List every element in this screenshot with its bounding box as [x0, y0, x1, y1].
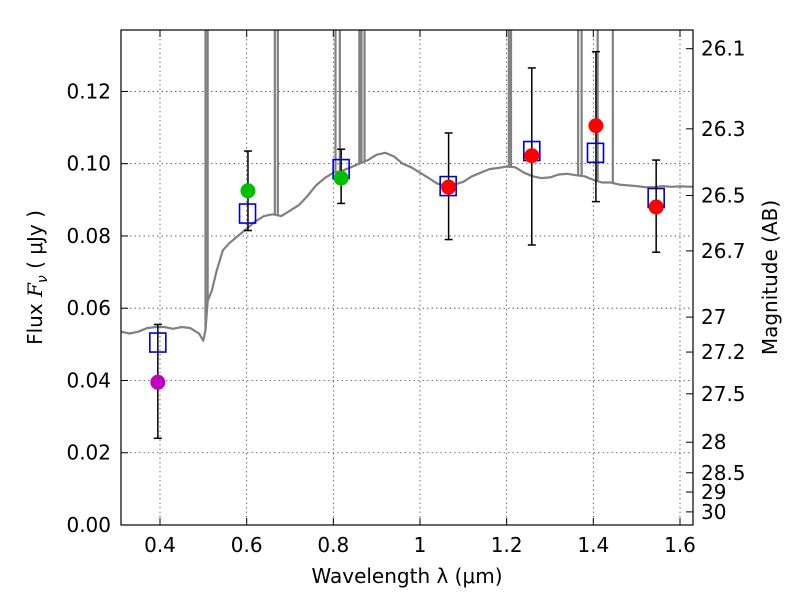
- y-tick-label: 0.06: [66, 296, 111, 320]
- observed-point-layer: [150, 118, 664, 390]
- magnitude-tick-label: 26.3: [701, 117, 746, 141]
- y-tick-label: 0.10: [66, 152, 111, 176]
- y-axis-title-prefix: Flux: [23, 297, 47, 345]
- model-square-marker: [238, 203, 257, 224]
- x-tick-label: 1: [414, 533, 427, 557]
- magnitude-tick-label: 28: [701, 430, 726, 454]
- observed-point: [240, 183, 256, 199]
- observed-point: [441, 179, 457, 195]
- tick-layer: 0.4 0.6 0.8 1 1.2 1.4 1.6 0.00 0.02 0.04 0.06 0.08 0…: [66, 30, 746, 557]
- y-tick-label: 0.02: [66, 441, 111, 465]
- observed-point: [150, 374, 166, 390]
- magnitude-tick-label: 26.1: [701, 37, 746, 61]
- magnitude-tick-label: 30: [701, 500, 726, 524]
- magnitude-axis-title: Magnitude (AB): [758, 200, 782, 355]
- plot-frame: [120, 29, 694, 526]
- magnitude-tick-label: 27: [701, 305, 726, 329]
- magnitude-tick-label: 27.5: [701, 382, 746, 406]
- spectrum-line: [121, 151, 693, 342]
- spectrum-layer: [121, 30, 693, 342]
- model-square-marker: [586, 142, 605, 164]
- observed-point: [648, 199, 664, 215]
- y-axis-title-subscript: ν: [35, 275, 51, 283]
- magnitude-tick-label: 28.5: [701, 461, 746, 485]
- grid: [121, 30, 693, 525]
- magnitude-tick-label: 27.2: [701, 340, 746, 364]
- y-tick-label: 0.12: [66, 79, 111, 103]
- y-axis-title: Flux Fν ( μJy ): [23, 210, 51, 345]
- x-axis-title: Wavelength λ (μm): [311, 564, 502, 588]
- magnitude-tick-label: 26.5: [701, 183, 746, 207]
- x-tick-label: 1.4: [577, 533, 609, 557]
- observed-point: [524, 148, 540, 164]
- model-square-marker: [149, 332, 167, 353]
- y-axis-title-symbol: F: [23, 282, 47, 298]
- y-axis-title-suffix: ( μJy ): [23, 210, 47, 275]
- x-tick-label: 1.2: [491, 533, 523, 557]
- magnitude-tick-label: 26.7: [701, 239, 746, 263]
- x-tick-label: 0.4: [144, 533, 176, 557]
- observed-point: [588, 118, 604, 134]
- magnitude-tick-label: 29: [701, 480, 726, 504]
- model-square-marker: [439, 175, 457, 197]
- y-tick-label: 0.00: [66, 513, 111, 537]
- y-tick-label: 0.04: [66, 368, 111, 392]
- x-tick-label: 1.6: [664, 533, 696, 557]
- x-tick-label: 0.6: [231, 533, 263, 557]
- x-tick-label: 0.8: [317, 533, 349, 557]
- y-tick-label: 0.08: [66, 224, 111, 248]
- observed-point: [333, 170, 349, 186]
